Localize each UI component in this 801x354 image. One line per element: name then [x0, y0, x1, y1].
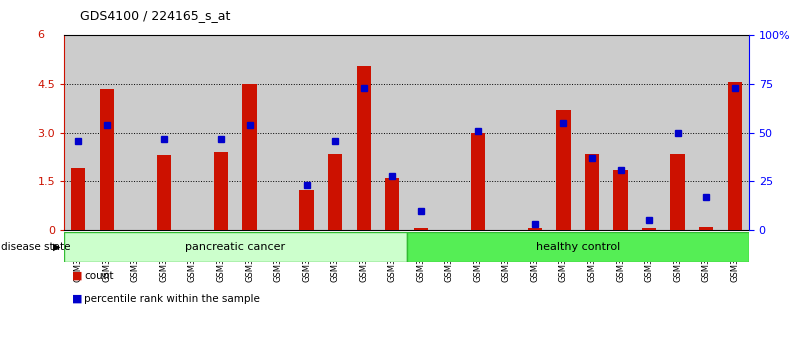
Bar	[435, 35, 464, 230]
Bar	[378, 35, 406, 230]
Bar	[699, 227, 713, 230]
Bar	[300, 189, 314, 230]
FancyBboxPatch shape	[406, 232, 749, 262]
Bar	[385, 178, 400, 230]
Bar	[214, 152, 228, 230]
Bar	[406, 35, 435, 230]
Bar	[150, 35, 178, 230]
Bar	[670, 154, 685, 230]
Text: 6: 6	[37, 30, 44, 40]
Bar	[100, 89, 114, 230]
Bar	[692, 35, 720, 230]
Bar	[578, 35, 606, 230]
Text: ■: ■	[72, 294, 83, 304]
Bar	[634, 35, 663, 230]
Bar	[121, 35, 150, 230]
Text: healthy control: healthy control	[536, 242, 620, 252]
Bar	[64, 35, 93, 230]
Text: percentile rank within the sample: percentile rank within the sample	[84, 294, 260, 304]
Bar	[413, 228, 428, 230]
Bar	[471, 133, 485, 230]
Bar	[349, 35, 378, 230]
Bar	[207, 35, 235, 230]
Bar	[642, 228, 656, 230]
Bar	[356, 66, 371, 230]
Text: GDS4100 / 224165_s_at: GDS4100 / 224165_s_at	[80, 9, 231, 22]
Bar	[178, 35, 207, 230]
Bar	[243, 84, 256, 230]
Bar	[549, 35, 578, 230]
Text: disease state: disease state	[1, 242, 70, 252]
Bar	[264, 35, 292, 230]
Bar	[328, 154, 342, 230]
Text: ■: ■	[72, 271, 83, 281]
Bar	[557, 110, 570, 230]
Bar	[464, 35, 492, 230]
FancyBboxPatch shape	[64, 232, 406, 262]
Bar	[606, 35, 634, 230]
Bar	[585, 154, 599, 230]
Bar	[720, 35, 749, 230]
Bar	[235, 35, 264, 230]
Bar	[292, 35, 321, 230]
Bar	[521, 35, 549, 230]
Bar	[157, 155, 171, 230]
Bar	[93, 35, 121, 230]
Text: pancreatic cancer: pancreatic cancer	[185, 242, 285, 252]
Bar	[614, 170, 628, 230]
Text: count: count	[84, 271, 114, 281]
Bar	[71, 169, 86, 230]
Text: ▶: ▶	[53, 242, 60, 252]
Bar	[727, 82, 742, 230]
Bar	[492, 35, 521, 230]
Bar	[663, 35, 692, 230]
Bar	[321, 35, 349, 230]
Bar	[528, 228, 542, 230]
